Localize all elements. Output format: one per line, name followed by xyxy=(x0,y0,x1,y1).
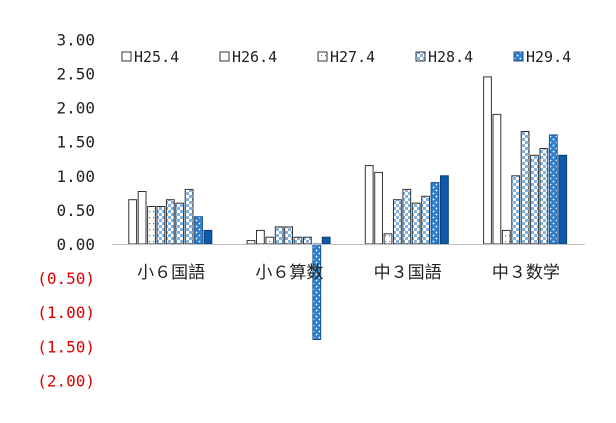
legend-label: H26.4 xyxy=(232,48,277,66)
bar xyxy=(393,199,402,245)
bar xyxy=(440,175,449,245)
y-tick-label: 0.50 xyxy=(56,201,95,220)
bar xyxy=(175,202,185,245)
bar xyxy=(520,131,530,245)
y-tick-label: (0.50) xyxy=(37,269,95,288)
bar xyxy=(511,175,521,245)
y-axis: 3.00 2.50 2.00 1.50 1.00 0.50 0.00 (0.50) (1.00)… xyxy=(37,30,95,390)
bar xyxy=(203,229,213,245)
bar xyxy=(321,236,331,245)
y-tick-label: 2.50 xyxy=(56,65,95,84)
legend: H25.4 H26.4 H27.4 H28.4 H29.4 xyxy=(121,48,571,66)
bar xyxy=(383,233,393,245)
category-label: 小６国語 xyxy=(137,263,205,283)
category-labels: 小６国語 小６算数 中３国語 中３数学 xyxy=(137,263,560,283)
bar xyxy=(256,229,265,245)
bar xyxy=(184,188,194,245)
category-label: 小６算数 xyxy=(255,263,323,283)
bar xyxy=(165,199,175,245)
bar xyxy=(293,236,303,245)
legend-label: H29.4 xyxy=(526,48,571,66)
bar xyxy=(284,226,294,245)
bar xyxy=(246,240,256,245)
y-tick-label: (1.50) xyxy=(37,337,95,356)
legend-label: H28.4 xyxy=(428,48,473,66)
bar xyxy=(530,154,539,245)
bar xyxy=(430,182,440,245)
y-tick-label: 1.00 xyxy=(56,167,95,186)
legend-swatch xyxy=(121,51,132,62)
bar xyxy=(194,216,203,245)
bar xyxy=(303,236,312,245)
legend-swatch xyxy=(317,51,328,62)
bar xyxy=(364,165,374,245)
bar xyxy=(548,134,558,245)
bar xyxy=(483,76,492,245)
bar xyxy=(501,229,511,245)
bar xyxy=(128,199,138,245)
y-tick-label: 3.00 xyxy=(56,30,95,49)
bar xyxy=(558,154,568,245)
legend-label: H27.4 xyxy=(330,48,375,66)
bars xyxy=(128,76,568,340)
legend-swatch xyxy=(219,51,230,62)
category-label: 中３数学 xyxy=(492,263,560,283)
bar xyxy=(137,191,147,245)
bar xyxy=(265,236,275,245)
y-tick-label: (1.00) xyxy=(37,303,95,322)
bar xyxy=(421,195,431,245)
y-tick-label: 0.00 xyxy=(56,235,95,254)
legend-swatch xyxy=(513,51,524,62)
y-tick-label: 1.50 xyxy=(56,133,95,152)
legend-label: H25.4 xyxy=(134,48,179,66)
bar xyxy=(312,243,322,340)
bar xyxy=(274,226,284,245)
bar xyxy=(374,171,384,245)
legend-swatch xyxy=(415,51,426,62)
y-tick-label: 2.00 xyxy=(56,99,95,118)
bar xyxy=(411,202,421,245)
bar xyxy=(492,113,502,245)
bar xyxy=(156,206,166,245)
bar xyxy=(402,188,412,245)
category-label: 中３国語 xyxy=(374,263,442,283)
bar xyxy=(539,148,549,245)
bar xyxy=(147,206,156,245)
y-tick-label: (2.00) xyxy=(37,371,95,390)
